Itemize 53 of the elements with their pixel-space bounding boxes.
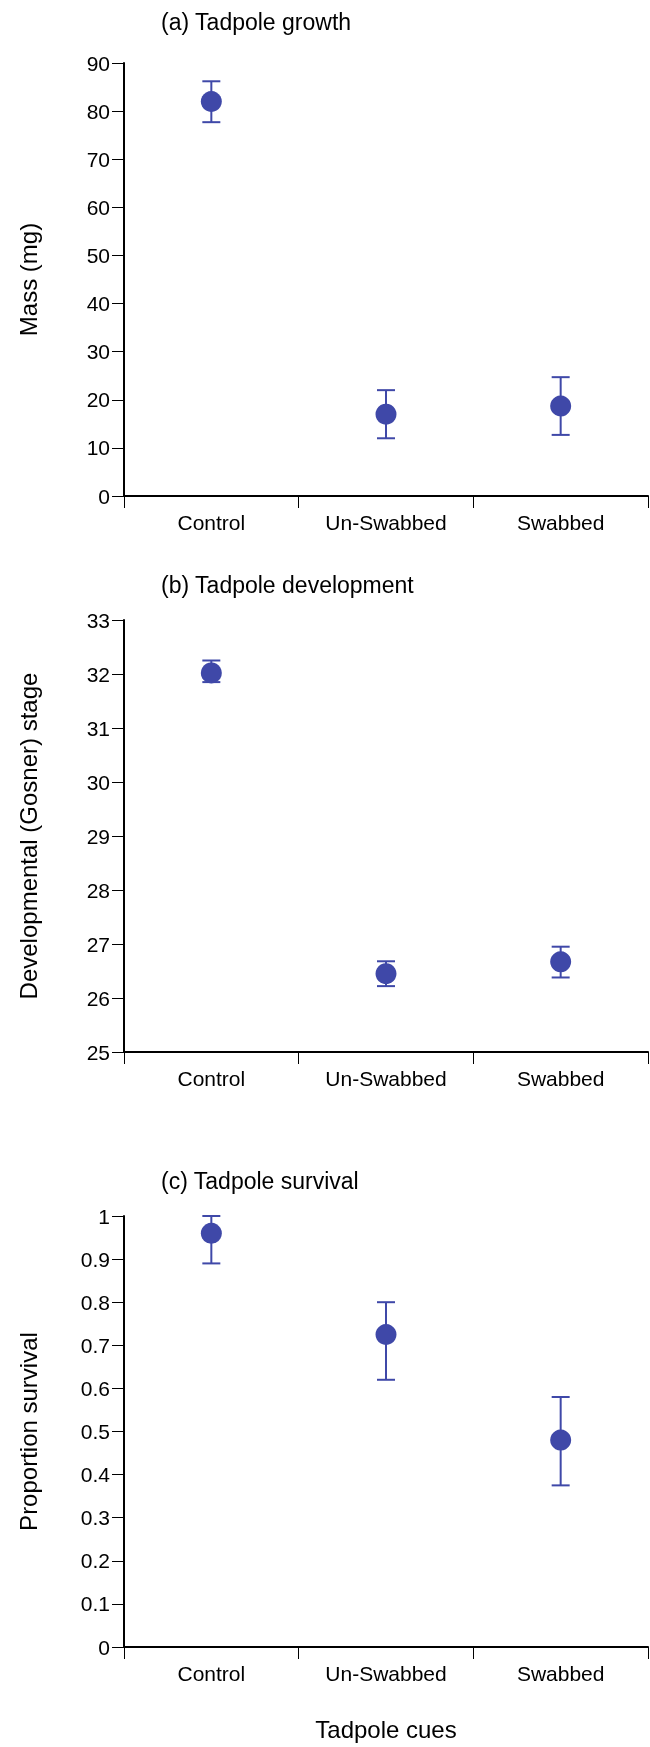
y-axis-title: Proportion survival [14,1332,42,1531]
x-tick-label: Un-Swabbed [325,1662,447,1685]
x-tick-label: Swabbed [516,511,605,534]
y-tick-label: 0.9 [80,1247,110,1271]
y-tick-label: 0.1 [80,1592,110,1616]
y-tick-label: 50 [86,243,110,267]
point [375,1324,397,1346]
y-tick-label: 60 [86,195,110,219]
x-tick-label: Control [177,1662,246,1685]
y-tick-label: 0.2 [80,1549,110,1573]
point [200,90,222,112]
y-tick-label: 0.5 [80,1420,110,1443]
y-tick-label: 90 [86,51,110,75]
y-tick-label: 29 [86,824,110,848]
x-tick-label: Control [177,511,246,534]
y-tick-label: 25 [86,1040,110,1064]
point [550,951,572,973]
chart-title: (b) Tadpole development [161,571,415,598]
point [200,1222,222,1244]
y-tick-label: 10 [86,436,110,460]
x-axis-title: Tadpole cues [315,1715,457,1743]
x-tick-label: Swabbed [516,1662,605,1685]
y-tick-label: 0.8 [80,1290,110,1314]
chart-title: (c) Tadpole survival [161,1167,359,1194]
y-tick-label: 0 [98,484,110,508]
y-tick-label: 0.7 [80,1333,110,1357]
y-tick-label: 1 [98,1204,110,1228]
x-tick-label: Un-Swabbed [325,511,447,534]
y-tick-label: 80 [86,99,110,123]
y-tick-label: 26 [86,986,110,1010]
x-tick-label: Swabbed [516,1067,605,1090]
x-tick-label: Control [177,1067,246,1090]
y-tick-label: 0.4 [80,1463,111,1487]
y-axis-title: Developmental (Gosner) stage [14,672,42,1000]
chart-title: (a) Tadpole growth [161,8,352,35]
y-tick-label: 20 [86,388,110,412]
y-tick-label: 0.3 [80,1506,110,1530]
y-tick-label: 70 [86,147,110,171]
y-tick-label: 0 [98,1635,110,1659]
y-tick-label: 0.6 [80,1376,110,1400]
point [550,1429,572,1451]
point [375,403,397,425]
y-tick-label: 28 [86,878,110,902]
y-tick-label: 40 [86,292,110,316]
y-tick-label: 32 [86,662,110,686]
y-tick-label: 30 [86,340,110,364]
y-tick-label: 33 [86,608,110,632]
point [550,395,572,417]
y-tick-label: 31 [86,716,110,740]
y-tick-label: 30 [86,770,110,794]
y-tick-label: 27 [86,932,110,956]
y-axis-title: Mass (mg) [14,222,42,337]
x-tick-label: Un-Swabbed [325,1067,447,1090]
